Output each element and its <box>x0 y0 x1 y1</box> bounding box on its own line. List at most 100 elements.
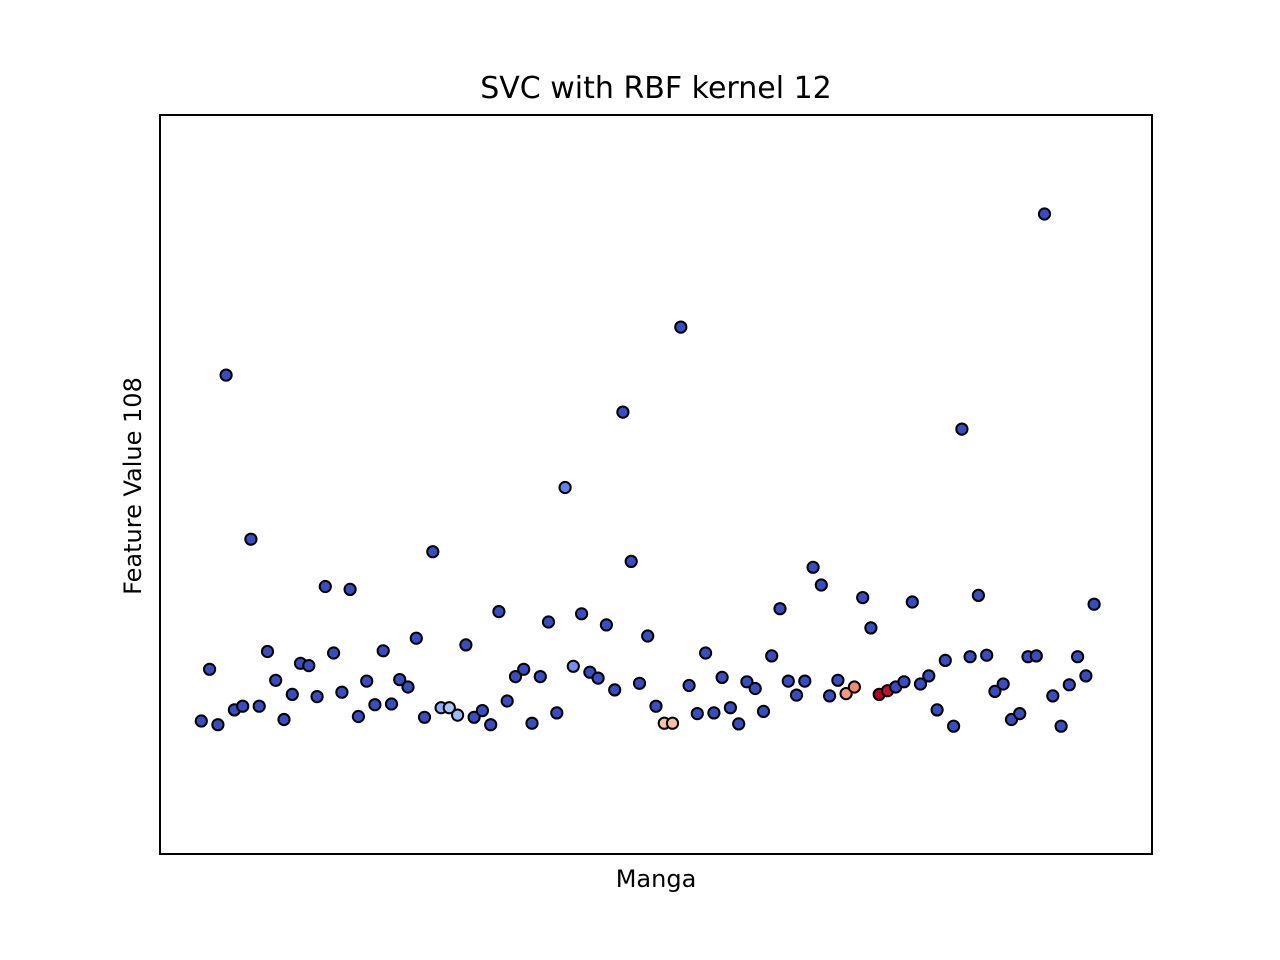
data-point-18 <box>343 582 357 597</box>
points-layer <box>194 207 1101 733</box>
data-point-9 <box>269 673 283 687</box>
data-point-58 <box>674 320 688 334</box>
data-point-54 <box>641 629 655 643</box>
data-point-16 <box>327 646 341 660</box>
data-point-8 <box>260 644 275 659</box>
data-point-72 <box>789 688 804 702</box>
data-point-86 <box>905 595 919 609</box>
data-point-33 <box>467 710 481 724</box>
data-point-10 <box>277 712 291 727</box>
data-point-27 <box>417 710 432 724</box>
data-point-21 <box>368 698 382 712</box>
data-point-52 <box>624 554 638 569</box>
data-point-70 <box>773 602 787 616</box>
data-point-43 <box>550 706 564 720</box>
data-point-91 <box>947 719 961 733</box>
data-point-39 <box>517 662 531 676</box>
data-point-45 <box>566 659 580 673</box>
data-point-19 <box>351 709 365 724</box>
data-point-68 <box>756 704 771 719</box>
data-point-38 <box>508 670 523 684</box>
data-point-24 <box>393 673 407 687</box>
data-point-14 <box>310 690 324 704</box>
data-point-62 <box>707 706 721 720</box>
data-point-2 <box>211 718 225 732</box>
data-point-99 <box>1013 707 1027 721</box>
data-point-51 <box>616 405 630 419</box>
data-point-89 <box>930 703 944 717</box>
data-point-35 <box>484 718 498 732</box>
data-point-55 <box>649 699 663 713</box>
data-point-74 <box>806 560 820 574</box>
data-point-107 <box>1079 669 1093 683</box>
data-point-61 <box>699 646 713 660</box>
data-point-41 <box>533 670 547 684</box>
data-point-101 <box>1029 649 1043 663</box>
data-point-57 <box>665 716 680 730</box>
data-point-15 <box>318 579 332 594</box>
data-point-71 <box>781 674 795 688</box>
data-point-26 <box>409 631 423 645</box>
data-point-77 <box>831 673 845 687</box>
y-axis-label: Feature Value 108 <box>119 377 147 595</box>
data-point-49 <box>599 618 614 632</box>
data-point-22 <box>376 644 390 658</box>
data-point-79 <box>847 680 862 694</box>
data-point-6 <box>244 532 258 546</box>
data-point-32 <box>459 638 473 652</box>
data-point-46 <box>575 607 589 621</box>
data-point-88 <box>922 669 936 683</box>
data-point-1 <box>203 662 217 676</box>
data-point-69 <box>765 649 779 663</box>
chart-title: SVC with RBF kernel 12 <box>480 71 832 106</box>
data-point-80 <box>856 591 870 605</box>
data-point-108 <box>1087 597 1101 611</box>
data-point-94 <box>971 588 986 603</box>
data-point-11 <box>285 687 299 702</box>
data-point-103 <box>1046 689 1060 703</box>
data-point-63 <box>715 670 729 685</box>
data-point-95 <box>980 648 994 662</box>
data-point-44 <box>558 480 572 495</box>
data-point-34 <box>475 704 489 718</box>
x-axis-label: Manga <box>616 865 697 893</box>
data-point-75 <box>814 578 828 592</box>
data-point-20 <box>360 674 374 688</box>
data-point-0 <box>194 714 208 728</box>
data-point-64 <box>723 701 738 715</box>
data-point-5 <box>236 699 250 713</box>
data-point-13 <box>302 659 316 673</box>
data-point-96 <box>988 684 1002 699</box>
data-point-23 <box>384 697 399 711</box>
data-point-97 <box>996 677 1010 691</box>
data-point-85 <box>897 675 911 689</box>
data-point-105 <box>1062 678 1076 692</box>
data-point-67 <box>748 681 762 696</box>
data-point-42 <box>541 615 556 629</box>
data-point-37 <box>500 694 514 708</box>
data-point-25 <box>401 680 415 694</box>
data-point-17 <box>335 685 349 699</box>
data-point-92 <box>955 422 969 436</box>
data-point-66 <box>740 675 754 689</box>
data-point-90 <box>938 653 952 668</box>
data-point-81 <box>864 621 878 635</box>
data-point-50 <box>608 683 622 697</box>
data-point-60 <box>690 707 704 721</box>
data-point-28 <box>426 545 440 559</box>
data-point-59 <box>682 678 696 693</box>
data-point-73 <box>798 674 812 688</box>
data-point-106 <box>1071 650 1085 664</box>
data-point-104 <box>1054 719 1068 733</box>
data-point-65 <box>732 717 746 731</box>
data-point-36 <box>492 605 506 619</box>
data-point-7 <box>252 699 266 713</box>
data-point-53 <box>632 676 647 690</box>
data-point-87 <box>913 677 928 691</box>
data-point-78 <box>839 687 853 701</box>
data-point-30 <box>442 701 456 715</box>
data-point-93 <box>963 650 977 664</box>
data-point-48 <box>591 671 605 685</box>
